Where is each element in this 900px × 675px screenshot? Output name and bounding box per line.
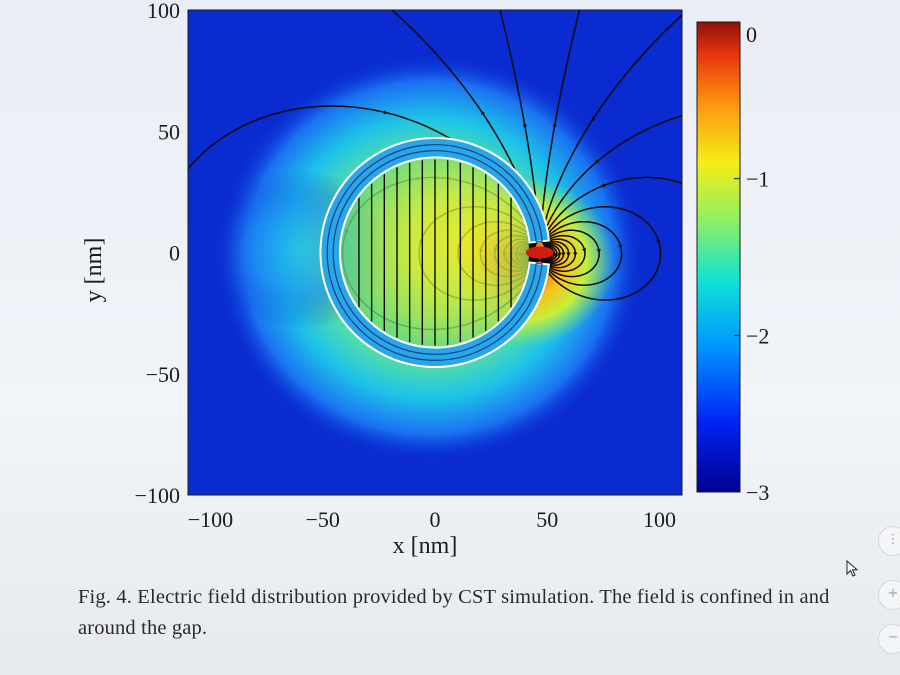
mouse-cursor-icon <box>846 560 859 577</box>
plot-frame <box>187 9 683 496</box>
x-tick-labels: −100 −50 0 50 100 <box>188 507 676 532</box>
streamline <box>540 234 586 272</box>
streamline <box>540 114 682 243</box>
ring-inner-streamline <box>326 144 543 361</box>
zoom-out-icon[interactable]: − <box>878 624 900 654</box>
streamline-arrow <box>591 116 595 121</box>
x-tick-label: −50 <box>306 507 340 532</box>
colorbar <box>696 21 741 493</box>
x-tick-label: 50 <box>536 507 558 532</box>
x-tick-label: 0 <box>430 507 441 532</box>
streamline-arrow <box>596 248 601 254</box>
x-axis-label: x [nm] <box>393 533 458 559</box>
streamline <box>539 14 682 243</box>
streamline-arrow <box>582 248 587 253</box>
streamline-arrow <box>595 159 600 164</box>
streamline <box>540 176 682 244</box>
y-tick-label: 50 <box>158 119 180 144</box>
streamline <box>540 206 662 301</box>
streamline-arrow <box>602 183 607 188</box>
y-tick-labels: 100 50 0 −50 −100 <box>135 0 180 508</box>
y-axis-label: y [nm] <box>81 238 107 303</box>
streamline-arrow <box>573 252 578 257</box>
streamline-arrow <box>618 244 623 249</box>
y-tick-label: −50 <box>146 362 180 387</box>
colorbar-tick-labels: 0 −1 −2 −3 <box>734 21 769 505</box>
streamline <box>539 10 581 243</box>
streamline-arrow <box>557 252 562 257</box>
streamline-arrow <box>480 110 485 116</box>
streamline-arrow <box>522 122 528 127</box>
streamline-arrow <box>566 252 571 257</box>
colorbar-tick-label: −1 <box>746 167 769 192</box>
split-ring-resonator <box>319 136 554 369</box>
streamline-arrow <box>561 252 566 257</box>
streamline <box>539 220 623 286</box>
colorbar-tick-label: −2 <box>746 323 769 348</box>
ring-body <box>319 136 550 369</box>
y-tick-label: 100 <box>147 0 180 23</box>
colorbar-tick-label: −3 <box>746 480 769 505</box>
streamline-arrow <box>552 122 557 127</box>
streamline-arrow <box>381 110 387 115</box>
x-tick-label: 100 <box>643 507 676 532</box>
colorbar-tick-label: 0 <box>746 22 757 47</box>
streamline-arrow <box>554 253 559 258</box>
x-tick-label: −100 <box>188 507 233 532</box>
streamline <box>539 229 600 278</box>
streamline-arrow <box>656 239 661 245</box>
zoom-in-icon[interactable]: + <box>878 580 900 610</box>
y-tick-label: −100 <box>135 483 180 508</box>
side-scroll-control-icon[interactable]: ⋮ <box>878 526 900 556</box>
gap-hotspot <box>525 246 554 259</box>
y-tick-label: 0 <box>169 241 180 266</box>
figure-caption: Fig. 4. Electric field distribution prov… <box>78 586 830 639</box>
